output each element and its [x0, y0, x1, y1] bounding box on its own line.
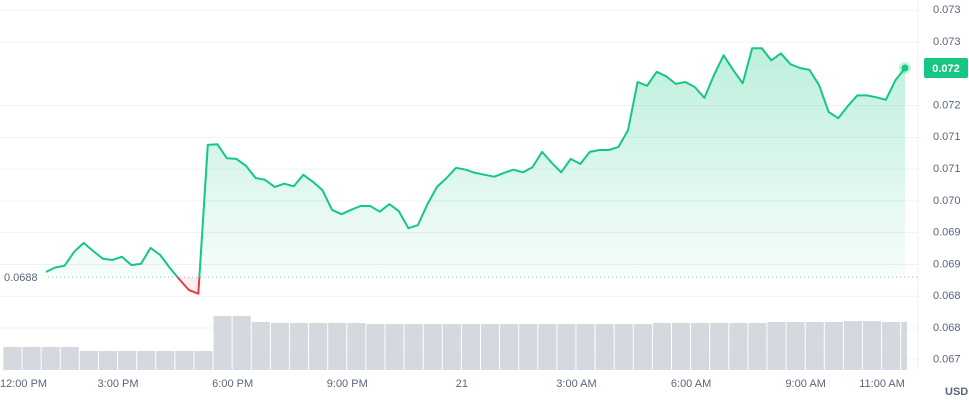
x-tick-label: 6:00 AM: [671, 378, 711, 390]
volume-bar: [366, 324, 385, 370]
y-tick-label: 0.070: [933, 195, 961, 207]
labels: 0.073 0.073 0.072 0.071 0.071 0.070 0.069 0.069…: [0, 4, 968, 390]
volume-bar: [251, 322, 270, 370]
y-tick-label: 0.073: [933, 4, 961, 16]
y-tick-label: 0.069: [933, 258, 961, 270]
volume-bar: [748, 323, 767, 370]
volume-bar: [595, 324, 614, 370]
price-area: [45, 48, 905, 278]
volume-bar: [862, 321, 882, 370]
x-tick-label: 3:00 PM: [98, 378, 139, 390]
x-tick-label: 11:00 AM: [859, 378, 905, 390]
y-tick-label: 0.072: [933, 99, 961, 111]
volume-bar: [404, 324, 423, 370]
y-tick-label: 0.071: [933, 131, 961, 143]
x-tick-label: 3:00 AM: [556, 378, 596, 390]
volume-bar: [652, 323, 671, 370]
volume-bar: [461, 324, 480, 370]
y-tick-label: 0.068: [933, 322, 961, 334]
volume-bar: [137, 351, 156, 370]
y-tick-label: 0.073: [933, 36, 961, 48]
y-tick-label: 0.069: [933, 227, 961, 239]
volume-bar: [213, 316, 232, 370]
volume-bar: [98, 351, 118, 370]
price-line-down: [176, 277, 201, 295]
price-area-down: [177, 277, 200, 294]
volume-bar: [882, 322, 901, 370]
volume-bar: [423, 324, 442, 370]
volume-bar: [3, 347, 22, 370]
volume-bar: [538, 324, 557, 370]
volume-bar: [118, 351, 137, 370]
volume-bar: [270, 323, 289, 370]
volume-bar: [633, 324, 652, 370]
volume-bars: [3, 316, 907, 370]
x-tick-label: 12:00 PM: [0, 378, 47, 390]
volume-bar: [614, 324, 633, 370]
volume-bar: [79, 351, 98, 370]
unit-label: USD: [945, 386, 968, 398]
volume-bar: [519, 324, 538, 370]
volume-bar: [309, 323, 328, 370]
volume-bar: [805, 322, 824, 370]
y-tick-label: 0.068: [933, 290, 961, 302]
price-series: [45, 47, 912, 295]
y-tick-label: 0.067: [933, 354, 961, 366]
volume-bar: [289, 323, 309, 370]
baseline-label: 0.0688: [4, 272, 38, 284]
x-tick-label: 21: [456, 378, 468, 390]
volume-bar: [710, 323, 729, 370]
volume-bar: [901, 322, 907, 370]
volume-bar: [156, 351, 175, 370]
volume-bar: [328, 323, 347, 370]
volume-bar: [557, 324, 576, 370]
volume-bar: [175, 351, 194, 370]
volume-bar: [824, 322, 843, 370]
volume-bar: [232, 316, 251, 370]
volume-bar: [691, 323, 710, 370]
volume-bar: [729, 323, 748, 370]
price-line: [45, 47, 906, 278]
baseline-label-bg: [0, 268, 46, 287]
volume-bar: [22, 347, 41, 370]
volume-bar: [786, 322, 805, 370]
volume-bar: [480, 324, 500, 370]
volume-bar: [60, 347, 79, 370]
y-tick-label: 0.071: [933, 163, 961, 175]
x-tick-label: 9:00 PM: [327, 378, 368, 390]
volume-bar: [41, 347, 60, 370]
volume-bar: [576, 324, 595, 370]
x-tick-label: 6:00 PM: [212, 378, 253, 390]
volume-bar: [500, 324, 519, 370]
volume-bar: [194, 351, 213, 370]
volume-bar: [385, 324, 404, 370]
x-tick-label: 9:00 AM: [786, 378, 826, 390]
volume-bar: [671, 323, 691, 370]
last-point-dot: [901, 64, 909, 72]
volume-bar: [843, 321, 862, 370]
current-price-label: 0.072: [932, 63, 960, 75]
volume-bar: [767, 322, 786, 370]
volume-bar: [442, 324, 461, 370]
volume-bar: [347, 323, 366, 370]
current-price-badge: [924, 58, 968, 79]
